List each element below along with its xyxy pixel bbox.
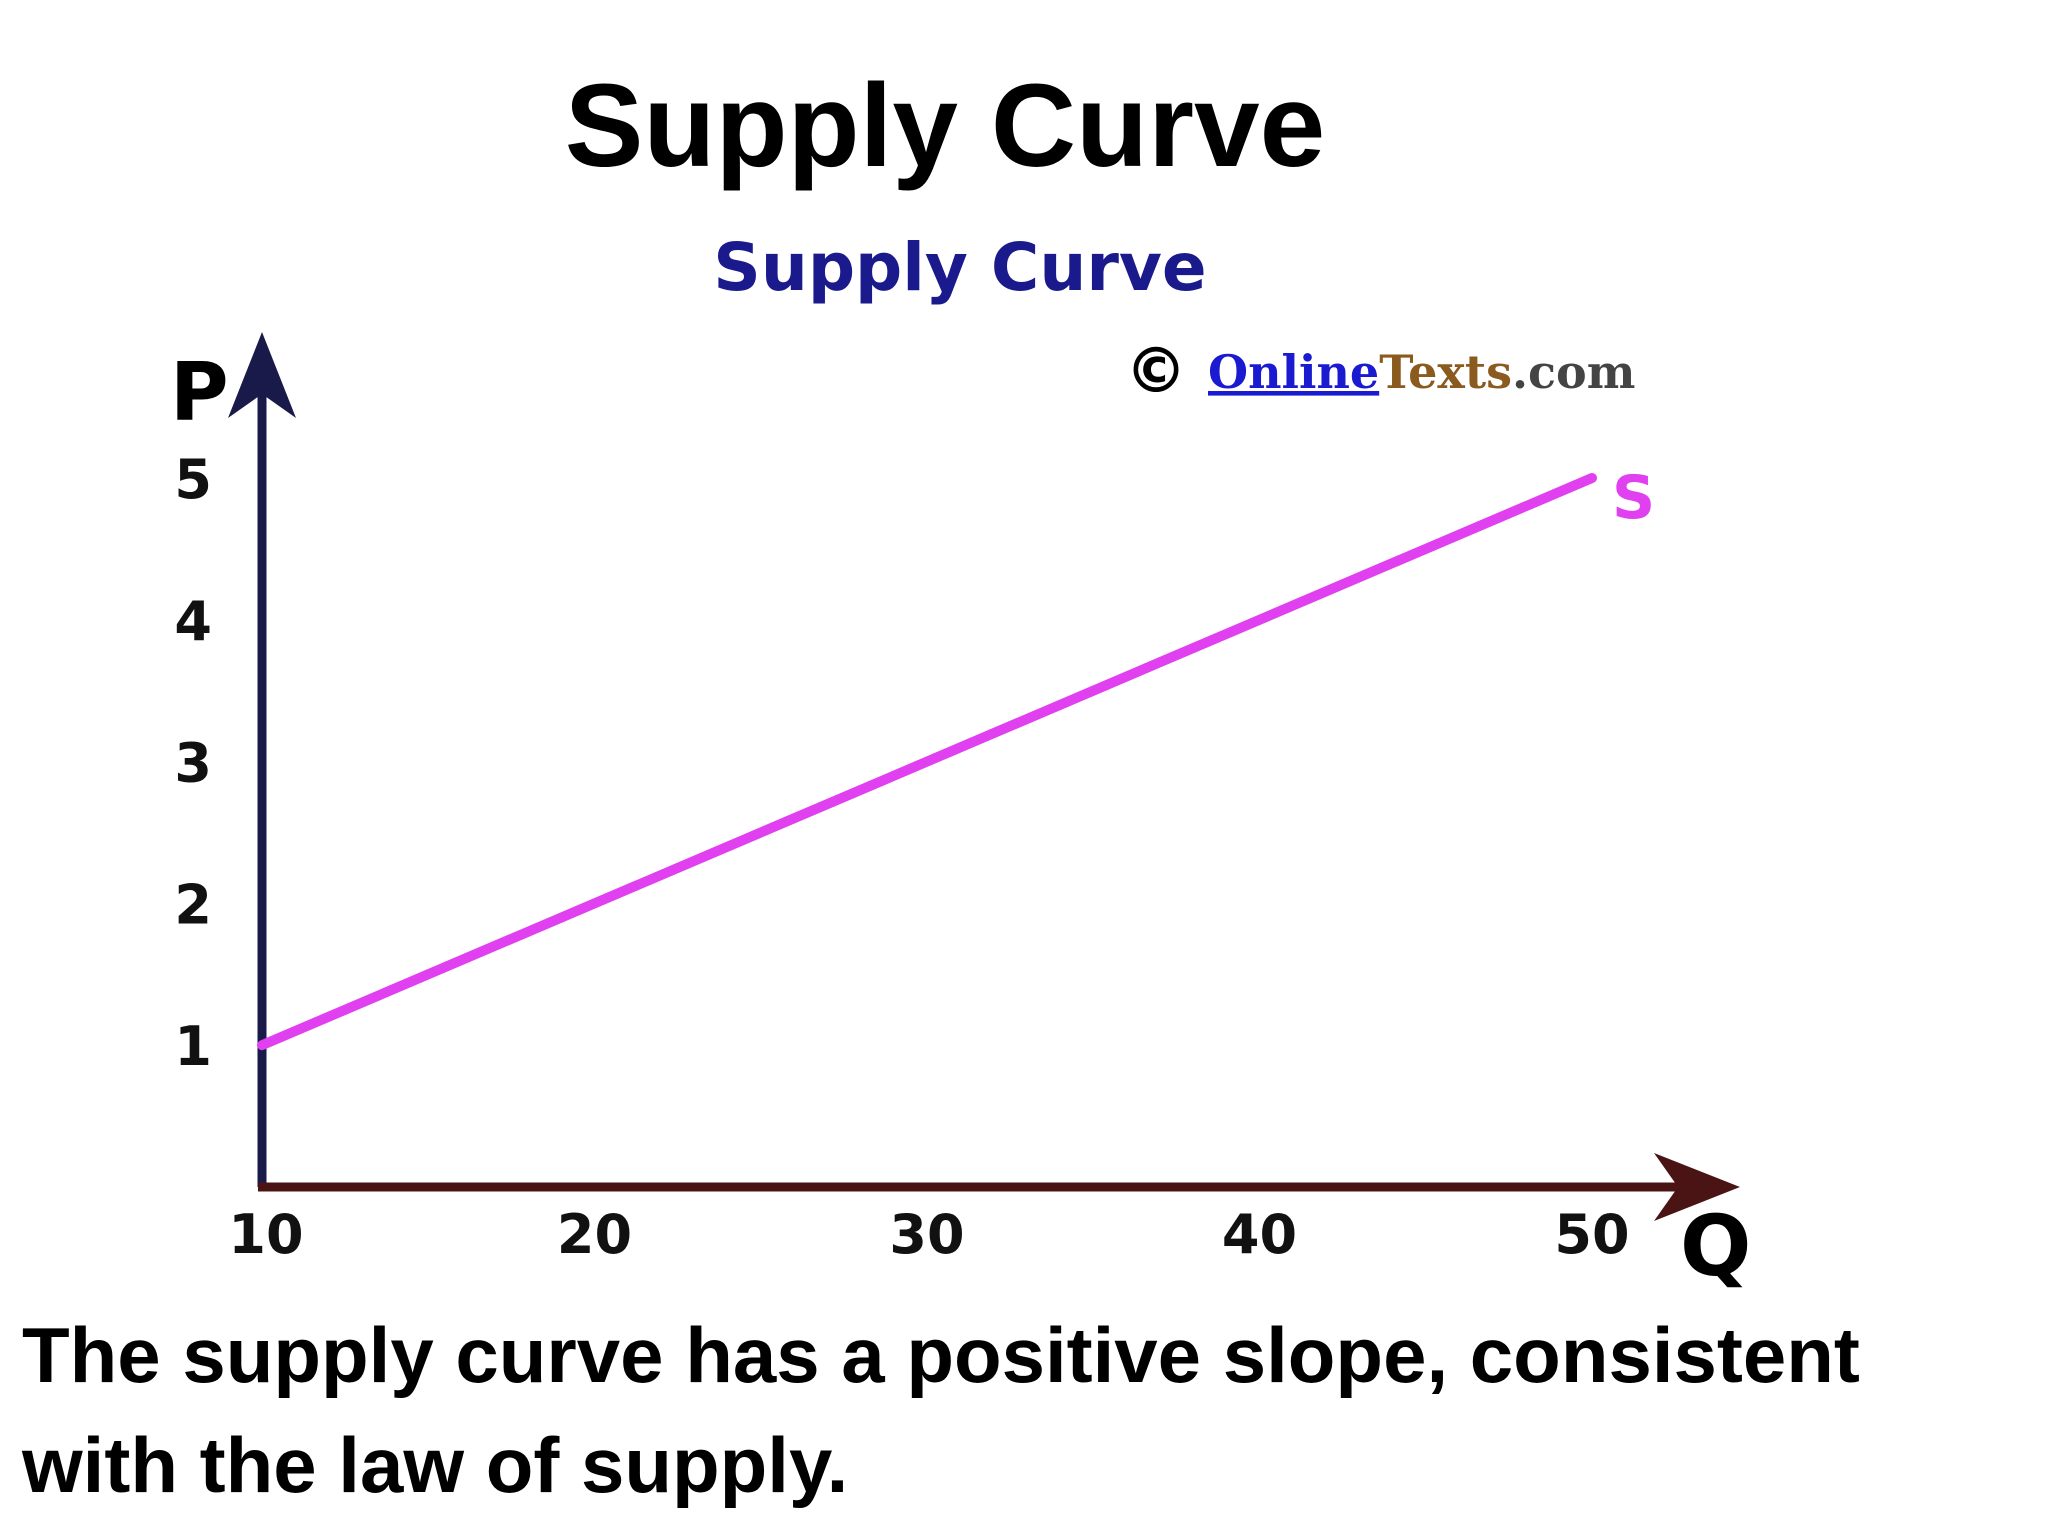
y-axis-arrow <box>228 332 296 418</box>
axes: PQ <box>170 332 1751 1295</box>
y-tick-label: 4 <box>174 590 212 653</box>
x-tick-label: 40 <box>1222 1203 1297 1266</box>
svg-text:OnlineTexts.com: OnlineTexts.com <box>1208 345 1635 399</box>
supply-chart: Supply Curve © OnlineTexts.com PQ 10 20 30… <box>170 229 1751 1295</box>
slide-caption: The supply curve has a positive slope, c… <box>22 1311 1860 1509</box>
series-line <box>257 473 1597 1051</box>
watermark-brand-suffix: .com <box>1512 345 1635 399</box>
watermark: © OnlineTexts.com <box>1125 334 1635 407</box>
series-label: S <box>1612 463 1655 533</box>
y-axis-label: P <box>170 346 229 439</box>
x-tick-label: 10 <box>228 1203 303 1266</box>
chart-title: Supply Curve <box>713 229 1206 306</box>
x-axis-arrow <box>1654 1153 1740 1221</box>
y-tick-label: 2 <box>174 873 212 936</box>
y-tick-label: 3 <box>174 732 212 795</box>
y-tick-label: 1 <box>174 1015 212 1078</box>
slide-title: Supply Curve <box>564 60 1326 192</box>
watermark-brand-underlined: Online <box>1208 345 1379 399</box>
y-tick-label: 5 <box>174 448 212 511</box>
series-layer: S <box>257 463 1655 1051</box>
watermark-brand-rest: Texts <box>1379 345 1512 399</box>
x-axis-label: Q <box>1680 1197 1751 1295</box>
tick-labels: 10 20 30 40 50 1 2 3 4 5 <box>174 448 1629 1266</box>
x-tick-label: 30 <box>889 1203 964 1266</box>
x-tick-label: 50 <box>1554 1203 1629 1266</box>
copyright-symbol: © <box>1125 334 1187 407</box>
x-tick-label: 20 <box>557 1203 632 1266</box>
